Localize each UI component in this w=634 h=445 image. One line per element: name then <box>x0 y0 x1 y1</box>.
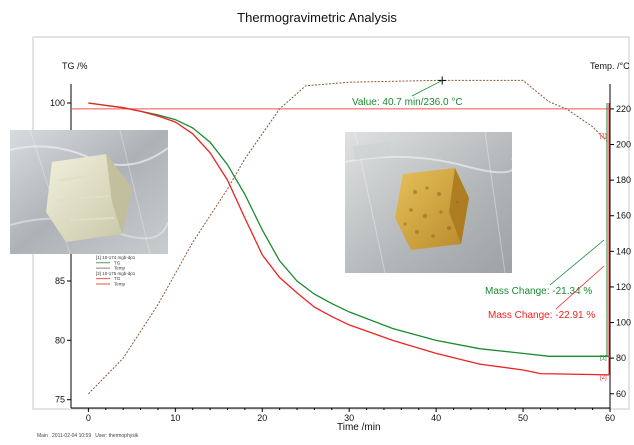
y-right-tick-label: 100 <box>616 318 631 328</box>
tg-series-2-line <box>88 102 611 376</box>
y-right-tick-label: 200 <box>616 140 631 150</box>
sample-photo-left <box>10 130 168 254</box>
x-tick-label: 30 <box>344 413 354 423</box>
y-right-axis-label: Temp. /°C <box>590 61 630 71</box>
axis-ticks: 0 10 20 30 40 50 60 75 80 85 100 60 80 100 120 140 160 18… <box>50 98 631 423</box>
mass-change-1-leader <box>549 239 605 286</box>
x-tick-label: 0 <box>86 413 91 423</box>
x-tick-label: 50 <box>518 413 528 423</box>
x-axis-label: Time /min <box>337 422 381 433</box>
x-tick-label: 40 <box>431 413 441 423</box>
y-left-tick-label: 85 <box>55 276 65 286</box>
sample-photo-right <box>345 132 512 273</box>
y-right-tick-label: 220 <box>616 104 631 114</box>
x-tick-label: 20 <box>257 413 267 423</box>
footer-text: Main 2011-02-04 10:59 User: thermophysik <box>37 433 139 439</box>
y-left-tick-label: 75 <box>55 395 65 405</box>
legend-entry: TG <box>114 260 121 265</box>
legend-entry: [2] 10-175 mgb-dp1 <box>96 271 136 276</box>
temp-end-marker-1: [1] <box>600 133 607 139</box>
y-left-tick-label: 80 <box>55 335 65 345</box>
x-tick-label: 60 <box>605 413 615 423</box>
temperature-line <box>88 79 611 395</box>
end-marker-2: [2] <box>600 375 607 381</box>
y-right-tick-label: 160 <box>616 211 631 221</box>
y-right-tick-label: 80 <box>616 353 626 363</box>
legend-entry: Temp <box>114 282 126 287</box>
y-left-tick-label: 100 <box>50 98 65 108</box>
legend-entry: [1] 10-174 mgb-dp1 <box>96 255 136 260</box>
mass-change-2-leader <box>555 265 605 310</box>
x-tick-label: 10 <box>170 413 180 423</box>
legend-entry: TG <box>114 276 121 281</box>
y-right-tick-label: 120 <box>616 282 631 292</box>
value-leader-line <box>411 80 443 97</box>
value-annotation: Value: 40.7 min/236.0 °C <box>352 97 463 108</box>
mass-change-1-label: Mass Change: -21.34 % <box>485 286 592 297</box>
legend-entry: Temp <box>114 266 126 271</box>
y-right-tick-label: 180 <box>616 175 631 185</box>
end-marker-1: [1] <box>600 355 607 361</box>
chart-title: Thermogravimetric Analysis <box>237 10 397 25</box>
data-series: Value: 40.7 min/236.0 °C Mass Change: -21… <box>71 76 611 395</box>
y-right-tick-label: 140 <box>616 246 631 256</box>
mass-change-2-label: Mass Change: -22.91 % <box>488 310 595 321</box>
y-right-tick-label: 60 <box>616 389 626 399</box>
y-left-axis-label: TG /% <box>62 61 88 71</box>
